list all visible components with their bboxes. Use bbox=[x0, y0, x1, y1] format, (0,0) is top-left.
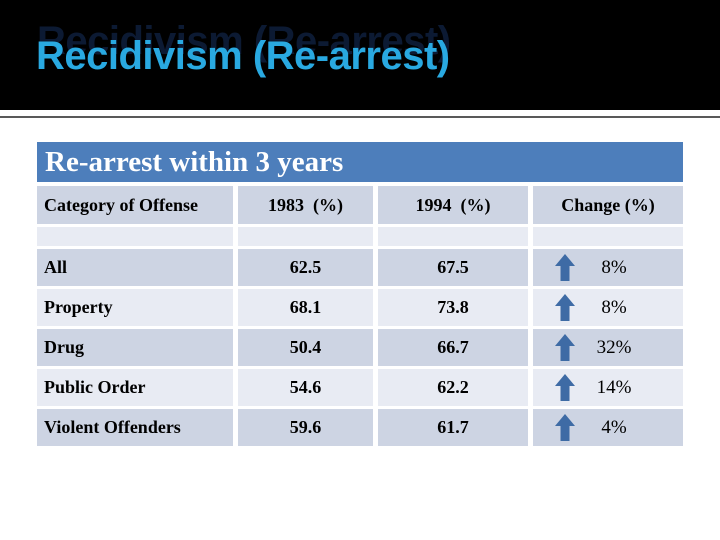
empty-cell bbox=[533, 227, 683, 246]
empty-cell bbox=[378, 227, 528, 246]
column-header-1994: 1994 (%) bbox=[378, 186, 528, 224]
value-1983-cell: 59.6 bbox=[238, 409, 373, 446]
empty-cell bbox=[238, 227, 373, 246]
column-header-change: Change (%) bbox=[533, 186, 683, 224]
change-value: 4% bbox=[601, 416, 627, 438]
recidivism-table: Re-arrest within 3 years Category of Off… bbox=[37, 142, 683, 446]
up-arrow-icon bbox=[555, 414, 575, 441]
change-cell: 32% bbox=[533, 329, 683, 366]
value-1994-cell: 73.8 bbox=[378, 289, 528, 326]
column-header-1983: 1983 (%) bbox=[238, 186, 373, 224]
category-cell: Violent Offenders bbox=[37, 409, 233, 446]
slide-title: Recidivism (Re-arrest) bbox=[36, 34, 450, 78]
value-1994-cell: 61.7 bbox=[378, 409, 528, 446]
change-cell: 4% bbox=[533, 409, 683, 446]
up-arrow-icon bbox=[555, 374, 575, 401]
value-1994-cell: 62.2 bbox=[378, 369, 528, 406]
category-cell: All bbox=[37, 249, 233, 286]
table-grid: Category of Offense 1983 (%) 1994 (%) Ch… bbox=[37, 186, 683, 446]
table-banner-title: Re-arrest within 3 years bbox=[37, 142, 683, 182]
value-1983-cell: 62.5 bbox=[238, 249, 373, 286]
category-cell: Public Order bbox=[37, 369, 233, 406]
column-header-category: Category of Offense bbox=[37, 186, 233, 224]
change-cell: 8% bbox=[533, 289, 683, 326]
value-1994-cell: 66.7 bbox=[378, 329, 528, 366]
up-arrow-icon bbox=[555, 334, 575, 361]
change-value: 8% bbox=[601, 296, 627, 318]
slide-title-bar: Recidivism (Re-arrest) bbox=[0, 0, 720, 110]
header-divider-line bbox=[0, 116, 720, 118]
change-value: 14% bbox=[596, 376, 632, 398]
value-1983-cell: 68.1 bbox=[238, 289, 373, 326]
value-1983-cell: 54.6 bbox=[238, 369, 373, 406]
category-cell: Drug bbox=[37, 329, 233, 366]
value-1983-cell: 50.4 bbox=[238, 329, 373, 366]
up-arrow-icon bbox=[555, 294, 575, 321]
category-cell: Property bbox=[37, 289, 233, 326]
change-value: 32% bbox=[596, 336, 632, 358]
change-cell: 8% bbox=[533, 249, 683, 286]
empty-cell bbox=[37, 227, 233, 246]
value-1994-cell: 67.5 bbox=[378, 249, 528, 286]
change-value: 8% bbox=[601, 256, 627, 278]
change-cell: 14% bbox=[533, 369, 683, 406]
up-arrow-icon bbox=[555, 254, 575, 281]
